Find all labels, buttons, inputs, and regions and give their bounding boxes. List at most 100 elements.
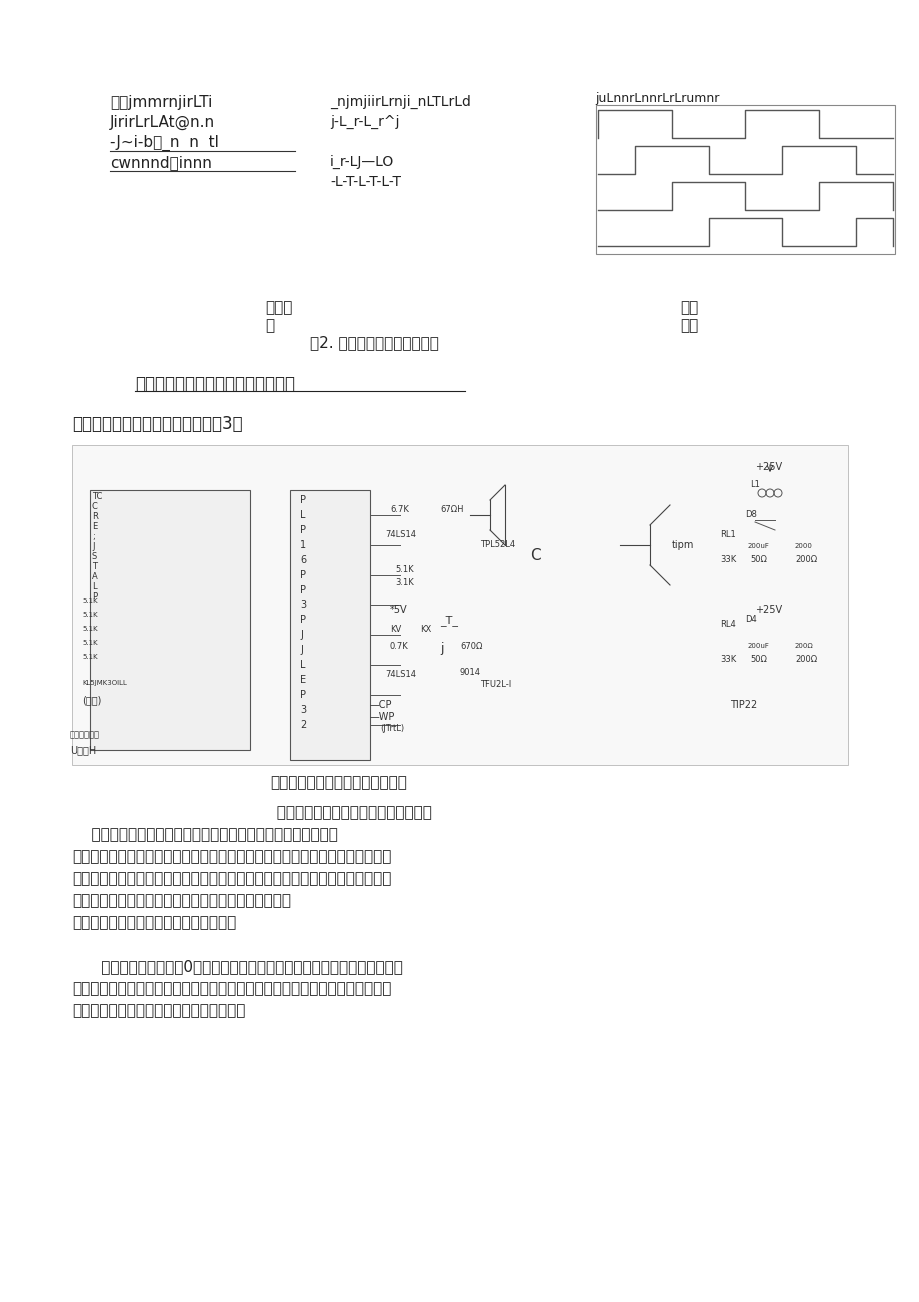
Text: P: P [300, 525, 306, 535]
Text: RL4: RL4 [720, 620, 735, 629]
Text: C: C [92, 503, 97, 510]
Text: L1: L1 [749, 480, 759, 490]
Text: 基于的步进电机驱动器系统电路原理: 基于的步进电机驱动器系统电路原理 [135, 375, 295, 393]
Text: 9014: 9014 [460, 668, 481, 677]
Text: 尽量减小对上位机脉冲信号周期的影响。: 尽量减小对上位机脉冲信号周期的影响。 [72, 915, 236, 930]
Text: 200Ω: 200Ω [794, 643, 813, 648]
Text: 5.1K: 5.1K [82, 626, 97, 631]
Text: L: L [300, 660, 305, 671]
Text: 5.1K: 5.1K [394, 565, 414, 574]
Text: P: P [300, 495, 306, 505]
Text: —CP: —CP [369, 700, 392, 710]
Text: P: P [92, 592, 97, 602]
Text: P: P [300, 690, 306, 700]
Text: 74LS14: 74LS14 [384, 671, 415, 680]
Text: RL1: RL1 [720, 530, 735, 539]
Text: 3: 3 [300, 600, 306, 611]
Text: 200uF: 200uF [747, 543, 769, 549]
Text: 6.7K: 6.7K [390, 505, 408, 514]
Text: KL5JMK3OILL: KL5JMK3OILL [82, 680, 127, 686]
Text: 200Ω: 200Ω [794, 555, 816, 564]
Text: 图步进电机驱动器系统电路原理图: 图步进电机驱动器系统电路原理图 [269, 775, 406, 790]
Text: 拍: 拍 [265, 318, 274, 333]
Text: D4: D4 [744, 615, 756, 624]
Text: E: E [300, 674, 306, 685]
Text: L: L [300, 510, 305, 519]
Text: TPL52L4: TPL52L4 [480, 540, 515, 549]
Text: ，经放大后控制光电开关，光电隔离后，由功率管将脉冲信号: ，经放大后控制光电开关，光电隔离后，由功率管将脉冲信号 [72, 827, 337, 842]
Text: T: T [92, 562, 96, 572]
Text: ）而衰减掉，从而保护了功率管不受损坏。: ）而衰减掉，从而保护了功率管不受损坏。 [72, 1003, 245, 1018]
Text: +25V: +25V [754, 605, 781, 615]
Text: 时间常数的元件。为续流二极管，使电机绕组产生的反电动势通过续流二极管（: 时间常数的元件。为续流二极管，使电机绕组产生的反电动势通过续流二极管（ [72, 980, 391, 996]
Text: D8: D8 [744, 510, 756, 519]
Text: R: R [92, 512, 97, 521]
Text: 步进电机驱动器系统电路原理如图3：: 步进电机驱动器系统电路原理如图3： [72, 415, 243, 434]
Text: KX: KX [420, 625, 431, 634]
Text: TIP22: TIP22 [729, 700, 756, 710]
Text: 50Ω: 50Ω [749, 555, 766, 564]
Bar [72, 445, 847, 766]
Text: tipm: tipm [671, 540, 694, 549]
Text: 单四拍: 单四拍 [265, 299, 292, 315]
Text: +25V: +25V [754, 462, 781, 473]
Text: 3.1K: 3.1K [394, 578, 414, 587]
Bar [90, 490, 250, 750]
Text: C: C [529, 548, 540, 562]
Text: P: P [300, 570, 306, 579]
Text: 号分别作正转、反转、加速、减速和停止等动作。图中为步进电机的一相绕组。: 号分别作正转、反转、加速、减速和停止等动作。图中为步进电机的一相绕组。 [72, 871, 391, 885]
Text: A: A [92, 572, 97, 581]
Text: 200uF: 200uF [747, 643, 769, 648]
Text: 图中的为绕组内阻，0电阻是一外接电阻，起限流作用，也是一个改善回路: 图中的为绕组内阻，0电阻是一外接电阻，起限流作用，也是一个改善回路 [72, 960, 403, 974]
Text: 33K: 33K [720, 655, 735, 664]
Text: 0.7K: 0.7K [390, 642, 408, 651]
Text: 1: 1 [300, 540, 306, 549]
Text: 74LS14: 74LS14 [384, 530, 415, 539]
Text: L: L [92, 582, 96, 591]
Text: 2: 2 [300, 720, 306, 730]
Text: 将控制脉冲从口的输出，经反相后进入: 将控制脉冲从口的输出，经反相后进入 [72, 805, 431, 820]
Bar [596, 105, 894, 254]
Text: 5.1K: 5.1K [82, 612, 97, 618]
Text: J: J [300, 644, 302, 655]
Text: J: J [92, 542, 95, 551]
Text: P: P [300, 585, 306, 595]
Text: 50Ω: 50Ω [749, 655, 766, 664]
Text: 双四: 双四 [679, 299, 698, 315]
Text: 67ΩH: 67ΩH [439, 505, 463, 514]
Text: TC: TC [92, 492, 102, 501]
Text: J: J [300, 630, 302, 641]
Text: cwnnnd相innn: cwnnnd相innn [110, 155, 211, 171]
Text: j-L_r-L_r^j: j-L_r-L_r^j [330, 115, 399, 129]
Text: 5.1K: 5.1K [82, 598, 97, 604]
Text: 5.1K: 5.1K [82, 654, 97, 660]
Text: 670Ω: 670Ω [460, 642, 482, 651]
Text: i_r-LJ—LO: i_r-LJ—LO [330, 155, 394, 169]
Text: KV: KV [390, 625, 401, 634]
Text: (JTrtL): (JTrtL) [380, 724, 403, 733]
Text: 拍拍: 拍拍 [679, 318, 698, 333]
Text: E: E [92, 522, 97, 531]
Text: 选用频率的晶振，选用较高晶振的目的是为了在方式下: 选用频率的晶振，选用较高晶振的目的是为了在方式下 [72, 893, 290, 907]
Text: JirirLrLAt@n.n: JirirLrLAt@n.n [110, 115, 215, 130]
Text: 别中jmmrnjirLTi: 别中jmmrnjirLTi [110, 95, 212, 109]
Text: _njmjiirLrnji_nLTLrLd: _njmjiirLrnji_nLTLrLd [330, 95, 471, 109]
Text: 2000: 2000 [794, 543, 812, 549]
Text: 3: 3 [300, 704, 306, 715]
Text: 图2. 步进电机工作时序波形图: 图2. 步进电机工作时序波形图 [310, 335, 438, 350]
Text: juLnnrLnnrLrLrumnr: juLnnrLnnrLrLrumnr [595, 92, 719, 105]
Text: —WP: —WP [369, 712, 395, 723]
Text: P: P [300, 615, 306, 625]
Text: U功正H: U功正H [70, 745, 96, 755]
Text: *5V: *5V [390, 605, 407, 615]
Bar [289, 490, 369, 760]
Text: _T_: _T_ [439, 615, 458, 626]
Text: 步进驱动器号: 步进驱动器号 [70, 730, 100, 740]
Text: -J~i-b相_n  n  tl: -J~i-b相_n n tl [110, 135, 219, 151]
Text: 33K: 33K [720, 555, 735, 564]
Text: j: j [439, 642, 443, 655]
Text: TFU2L-I: TFU2L-I [480, 680, 511, 689]
Text: 5.1K: 5.1K [82, 641, 97, 646]
Text: (方波): (方波) [82, 695, 101, 704]
Text: 6: 6 [300, 555, 306, 565]
